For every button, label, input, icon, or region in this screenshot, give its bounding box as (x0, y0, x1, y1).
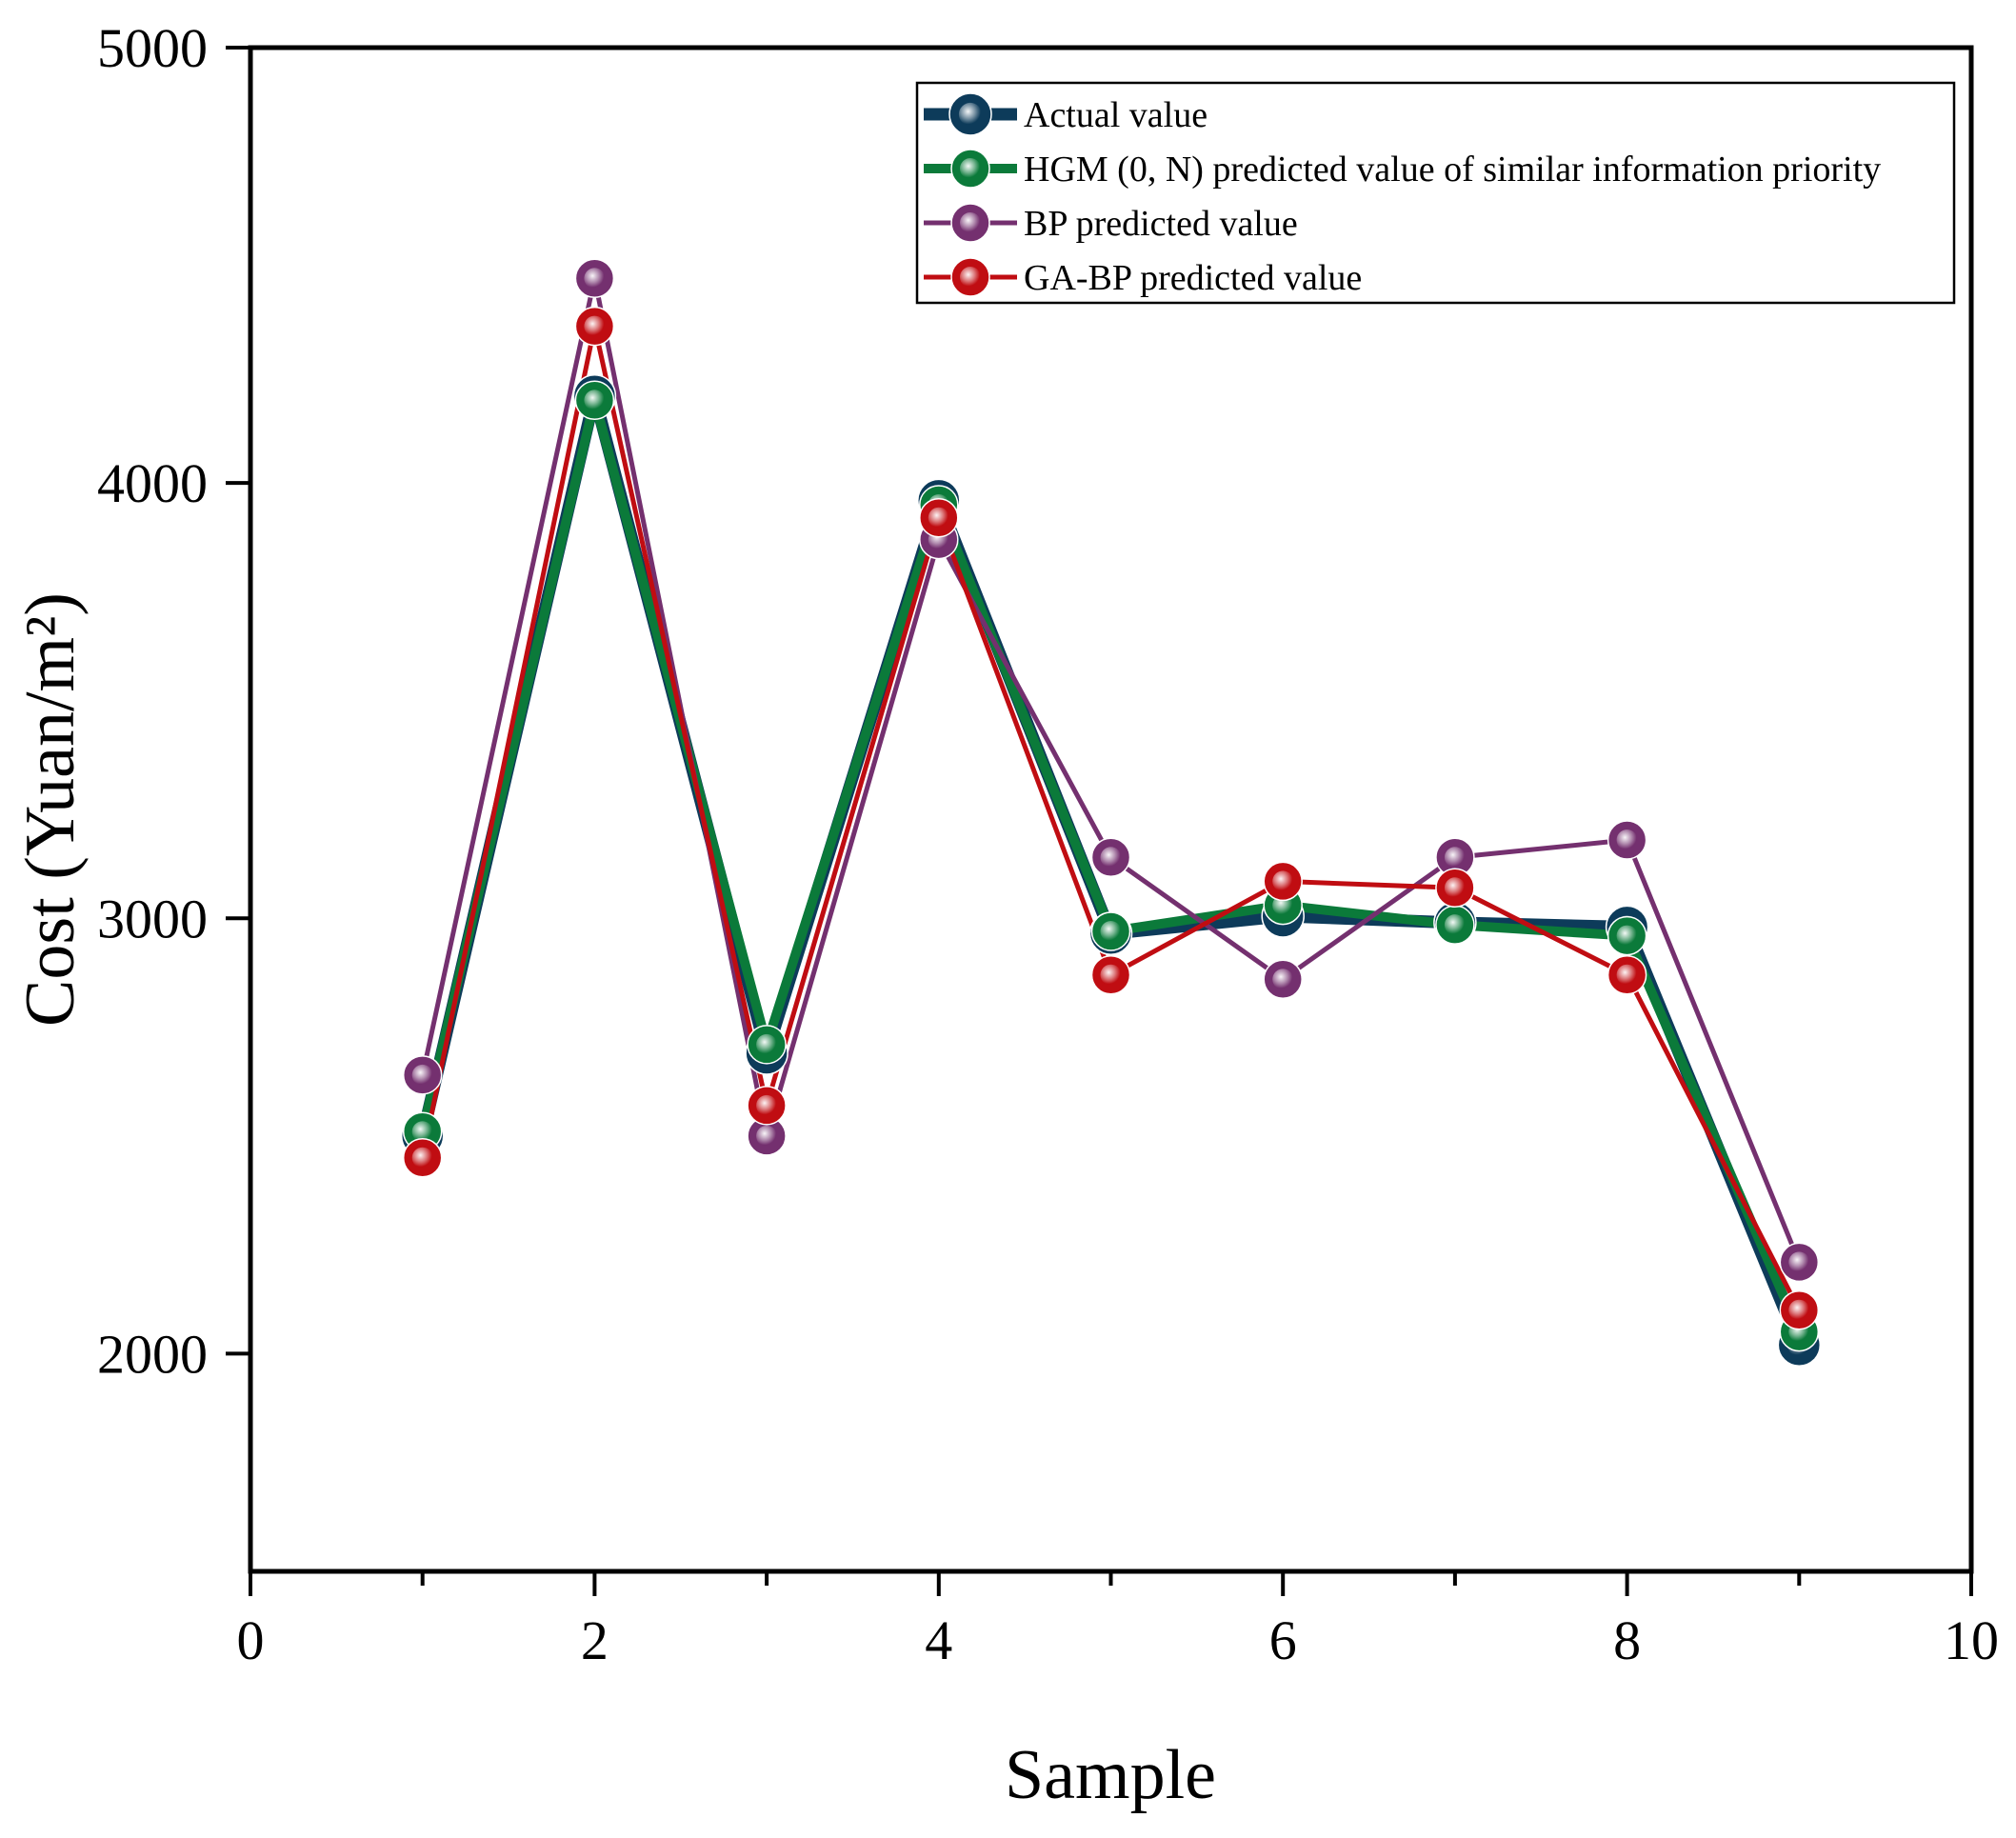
legend-marker (950, 203, 990, 243)
data-point-bp-predicted-value (402, 1055, 443, 1095)
x-tick-label: 6 (1269, 1609, 1297, 1671)
axis-ticks (226, 46, 1973, 1596)
legend-marker (950, 257, 990, 297)
legend-label: HGM (0, N) predicted value of similar in… (1024, 150, 1881, 190)
x-tick-label: 0 (237, 1609, 265, 1671)
series-line-bp-predicted-value (420, 275, 1802, 1264)
data-point-bp-predicted-value (1090, 837, 1131, 878)
data-point-hgm-0-n-predicted-value-of-similar-information-priority (747, 1025, 787, 1065)
x-tick-label: 2 (581, 1609, 609, 1671)
y-tick-label: 4000 (97, 452, 208, 514)
legend-label: Actual value (1024, 95, 1208, 135)
data-point-hgm-0-n-predicted-value-of-similar-information-priority (1090, 911, 1131, 951)
data-point-ga-bp-predicted-value (1435, 868, 1475, 909)
legend-item-actual-value: Actual value (924, 92, 1208, 136)
data-point-ga-bp-predicted-value (1090, 954, 1131, 995)
data-point-ga-bp-predicted-value (919, 497, 959, 538)
data-point-hgm-0-n-predicted-value-of-similar-information-priority (1435, 905, 1475, 945)
data-point-ga-bp-predicted-value (747, 1086, 787, 1126)
data-point-ga-bp-predicted-value (574, 306, 615, 347)
y-axis-title: Cost (Yuan/m²) (11, 592, 90, 1027)
legend-marker (950, 149, 990, 189)
x-tick-label: 4 (925, 1609, 952, 1671)
y-tick-label: 5000 (97, 17, 208, 79)
legend-marker (948, 92, 992, 136)
plot-lines (416, 275, 1806, 1348)
legend-item-hgm-0-n-predicted-value-of-similar-information-priority: HGM (0, N) predicted value of similar in… (924, 149, 1881, 190)
data-point-bp-predicted-value (574, 258, 615, 299)
data-point-bp-predicted-value (1607, 820, 1647, 860)
legend-box (915, 81, 1956, 305)
data-point-bp-predicted-value (1779, 1242, 1820, 1283)
legend-label: GA-BP predicted value (1024, 258, 1362, 298)
x-tick-label: 10 (1944, 1609, 1999, 1671)
series-line-ga-bp-predicted-value (420, 324, 1802, 1311)
axis-tick-labels: 0 2 4 6 8 10 2000 3000 4000 5000 (97, 17, 1999, 1671)
y-tick-label: 2000 (97, 1323, 208, 1385)
legend-item-bp-predicted-value: BP predicted value (924, 203, 1298, 244)
x-tick-label: 8 (1613, 1609, 1641, 1671)
legend: Actual value HGM (0, N) predicted value o… (915, 81, 1956, 305)
data-point-bp-predicted-value (1435, 837, 1475, 878)
data-point-hgm-0-n-predicted-value-of-similar-information-priority (574, 380, 615, 421)
legend-item-ga-bp-predicted-value: GA-BP predicted value (924, 257, 1362, 298)
data-point-bp-predicted-value (1263, 959, 1303, 1000)
x-axis-title: Sample (1005, 1736, 1216, 1814)
data-point-ga-bp-predicted-value (402, 1137, 443, 1178)
legend-label: BP predicted value (1024, 204, 1298, 244)
data-point-ga-bp-predicted-value (1779, 1289, 1820, 1330)
data-point-hgm-0-n-predicted-value-of-similar-information-priority (1607, 915, 1647, 956)
plot-markers (400, 258, 1822, 1368)
y-tick-label: 3000 (97, 888, 208, 949)
data-point-ga-bp-predicted-value (1607, 954, 1647, 995)
data-point-ga-bp-predicted-value (1263, 861, 1303, 902)
